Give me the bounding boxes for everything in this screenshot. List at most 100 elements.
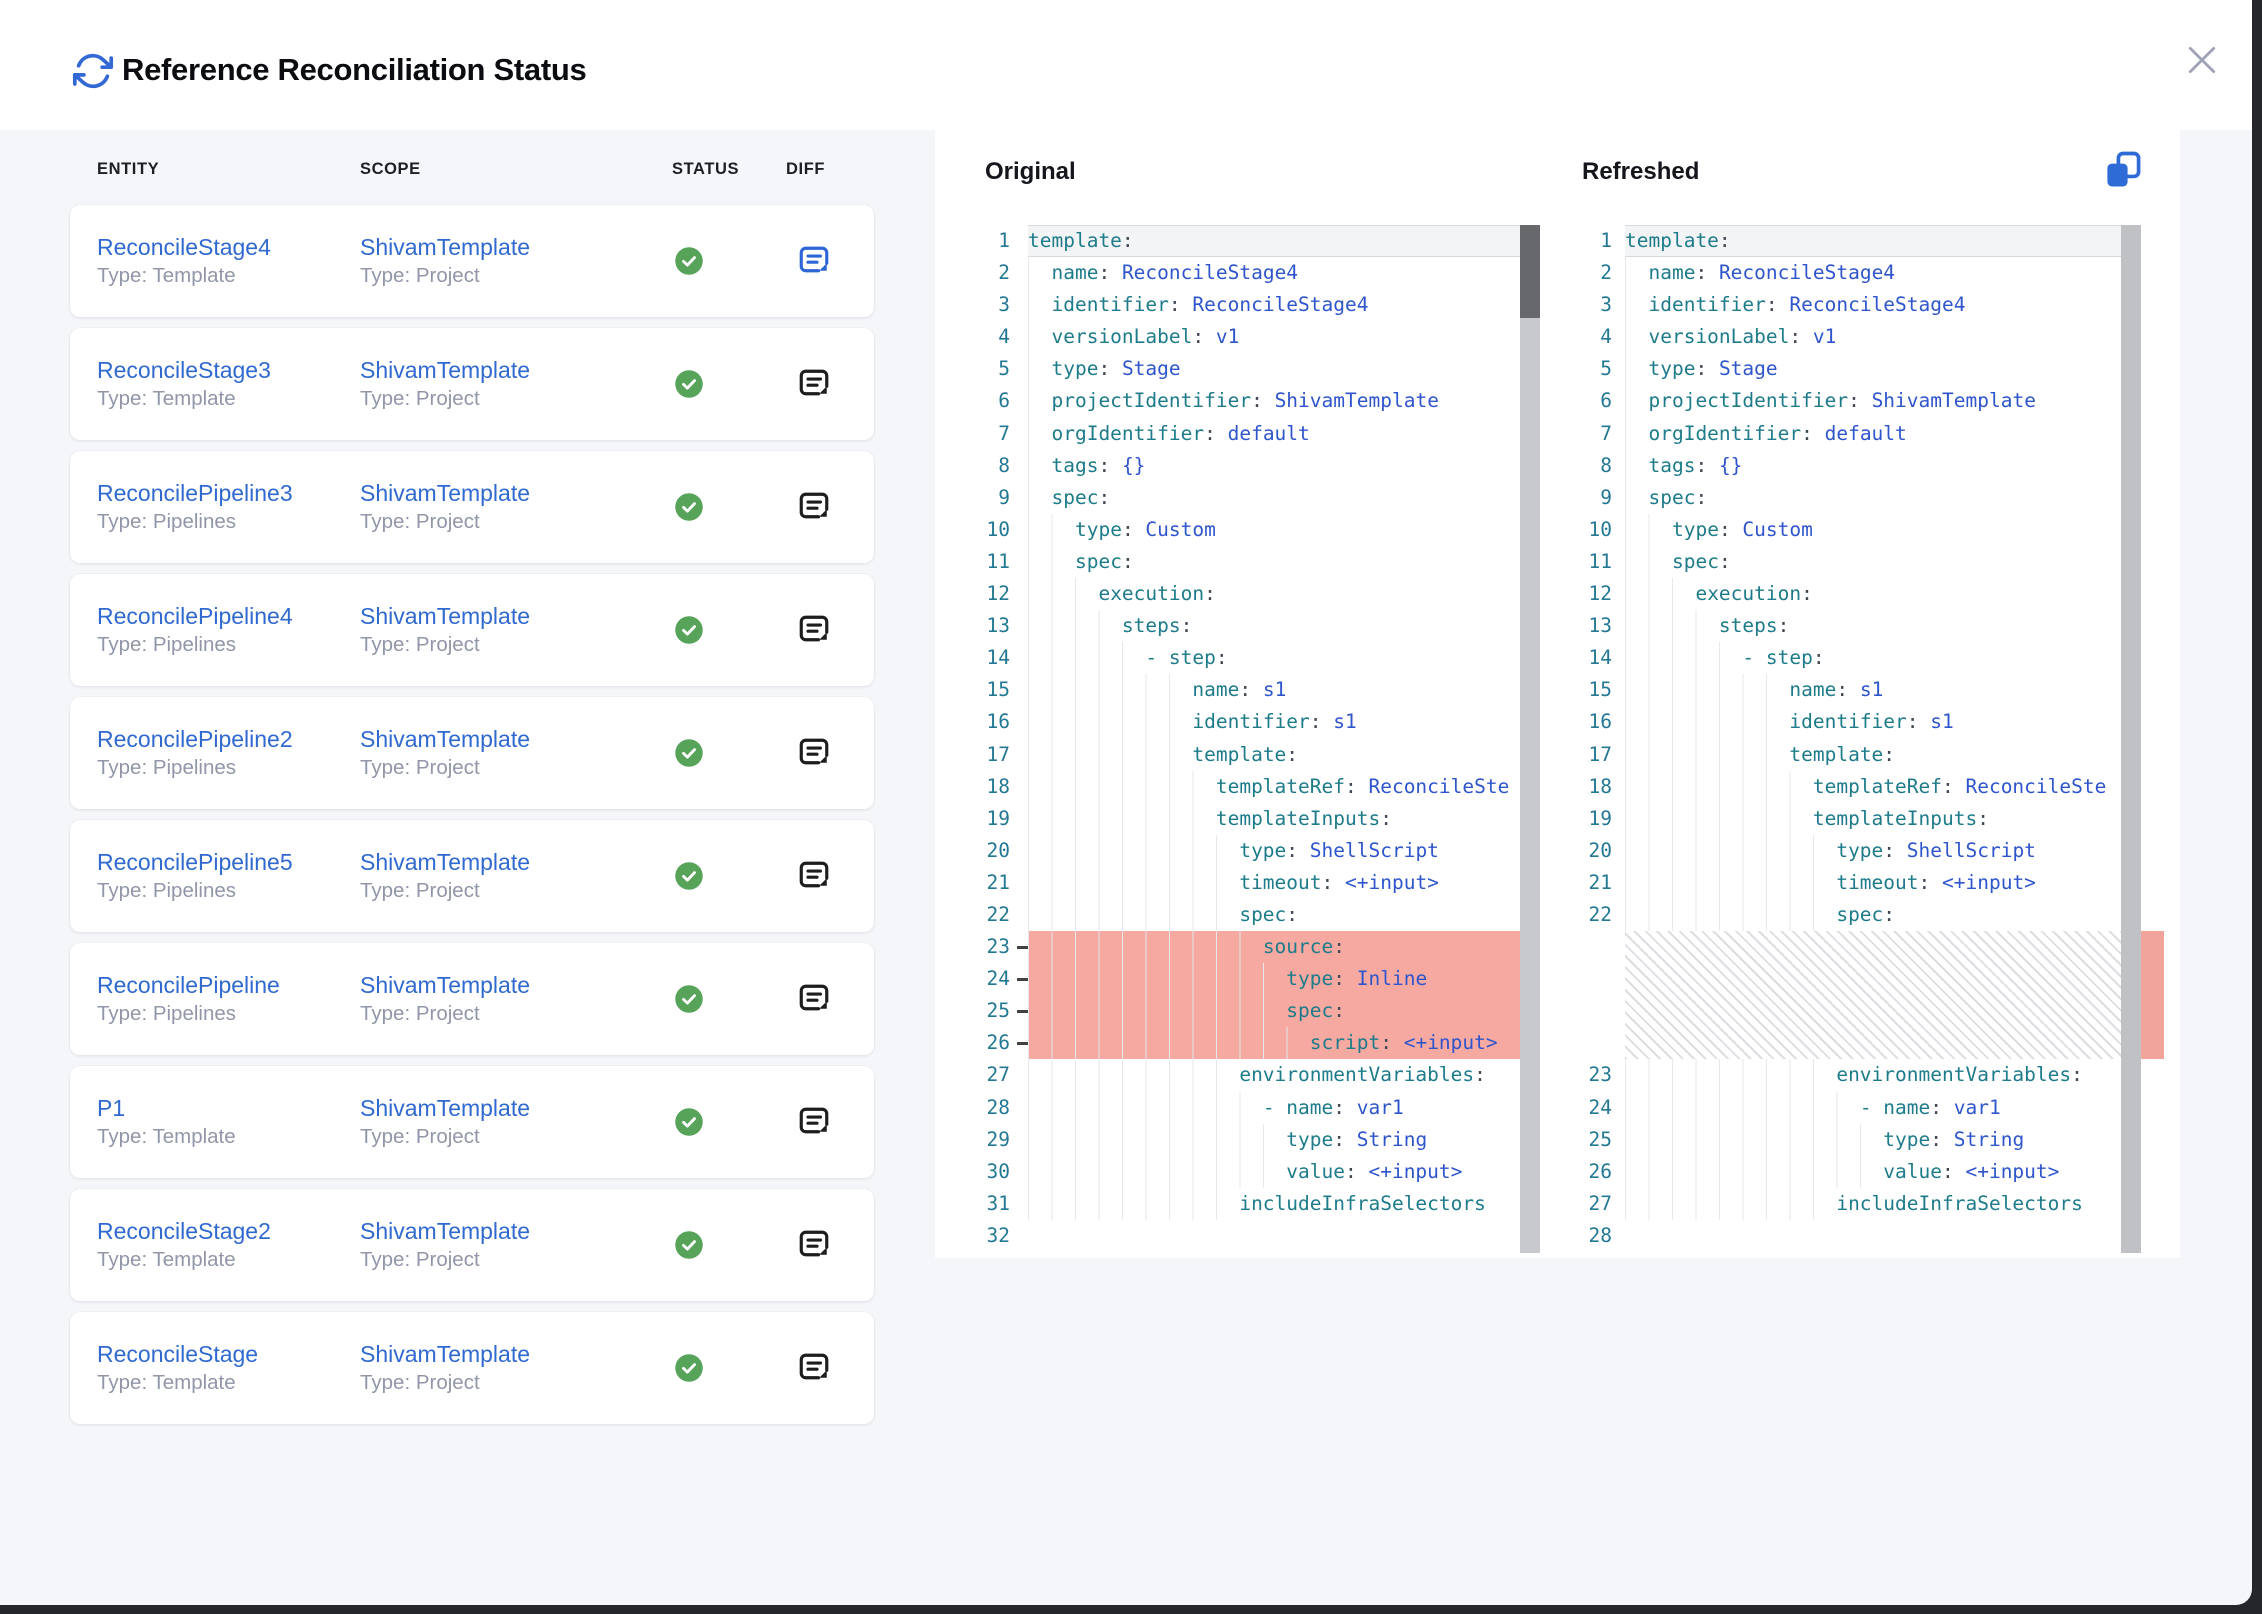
scope-type-label: Type: Project — [360, 755, 480, 779]
line-number: 29 — [986, 1127, 1010, 1151]
diff-note-icon[interactable] — [796, 1350, 832, 1386]
code-line: 11 spec: — [955, 545, 1520, 579]
code-line: 17 template: — [955, 738, 1520, 771]
line-number: 22 — [986, 902, 1010, 926]
entity-link[interactable]: ReconcileStage4 — [97, 233, 271, 260]
entity-link[interactable]: ReconcilePipeline — [97, 971, 280, 998]
entity-link[interactable]: ReconcileStage — [97, 1340, 259, 1367]
table-row: ReconcileStage2 Type: Template ShivamTempl… — [70, 1189, 874, 1301]
diff-note-icon[interactable] — [796, 1227, 832, 1263]
diff-note-icon[interactable] — [796, 981, 832, 1017]
line-number: 16 — [986, 710, 1010, 734]
line-number: 14 — [986, 646, 1010, 670]
scope-link[interactable]: ShivamTemplate — [360, 725, 531, 752]
code-line: 30 value: <+input> — [955, 1155, 1520, 1188]
code-line: 27 environmentVariables: — [955, 1059, 1520, 1092]
code-line: 1 template: — [955, 225, 1520, 258]
line-number: 25 — [955, 995, 1029, 1027]
code-line: 25 spec: — [955, 995, 1520, 1028]
code-line: 3 identifier: ReconcileStage4 — [1575, 289, 2121, 322]
scope-type-label: Type: Project — [360, 386, 480, 410]
diff-note-icon[interactable] — [796, 735, 832, 771]
scope-type-label: Type: Project — [360, 1001, 480, 1025]
scope-type-label: Type: Project — [360, 1247, 480, 1271]
line-number: 14 — [1588, 646, 1612, 670]
scope-link[interactable]: ShivamTemplate — [360, 356, 531, 383]
code-line: 29 type: String — [955, 1123, 1520, 1156]
entity-link[interactable]: ReconcileStage2 — [97, 1217, 271, 1244]
close-icon[interactable] — [2182, 40, 2222, 80]
line-number: 5 — [1600, 357, 1612, 381]
status-success-icon — [674, 984, 704, 1014]
line-number: 26 — [955, 1027, 1029, 1059]
scope-link[interactable]: ShivamTemplate — [360, 971, 531, 998]
entity-type-label: Type: Template — [97, 263, 236, 287]
line-number: 4 — [998, 325, 1010, 349]
scope-link[interactable]: ShivamTemplate — [360, 848, 531, 875]
diff-note-icon[interactable] — [796, 1104, 832, 1140]
table-row: ReconcileStage3 Type: Template ShivamTempl… — [70, 328, 874, 440]
table-row: ReconcilePipeline5 Type: Pipelines ShivamT… — [70, 820, 874, 932]
code-line: 6 projectIdentifier: ShivamTemplate — [1575, 385, 2121, 418]
line-number: 13 — [986, 614, 1010, 638]
scope-link[interactable]: ShivamTemplate — [360, 233, 531, 260]
line-number: 27 — [986, 1063, 1010, 1087]
deleted-lines-placeholder — [1625, 931, 2121, 1060]
code-line: 5 type: Stage — [955, 353, 1520, 386]
line-number: 12 — [986, 582, 1010, 606]
line-number: 10 — [1588, 517, 1612, 541]
original-code-editor[interactable]: 1 template: 2 name: ReconcileStage4 3 ident… — [955, 225, 1520, 1253]
entity-type-label: Type: Template — [97, 386, 236, 410]
status-success-icon — [674, 1353, 704, 1383]
line-number: 7 — [1600, 421, 1612, 445]
line-number: 31 — [986, 1191, 1010, 1215]
diff-note-icon[interactable] — [796, 612, 832, 648]
code-line: 3 identifier: ReconcileStage4 — [955, 289, 1520, 322]
status-success-icon — [674, 861, 704, 891]
status-success-icon — [674, 1107, 704, 1137]
entity-type-label: Type: Pipelines — [97, 632, 237, 656]
diff-note-icon[interactable] — [796, 243, 832, 279]
scope-type-label: Type: Project — [360, 263, 480, 287]
table-row: ReconcilePipeline4 Type: Pipelines ShivamT… — [70, 574, 874, 686]
scope-type-label: Type: Project — [360, 509, 480, 533]
line-number: 25 — [1588, 1127, 1612, 1151]
diff-overview-ruler-mark — [2141, 931, 2164, 1059]
line-number: 19 — [1588, 806, 1612, 830]
code-line: 32 — [955, 1220, 1520, 1252]
entity-link[interactable]: ReconcilePipeline3 — [97, 479, 293, 506]
code-line: 6 projectIdentifier: ShivamTemplate — [955, 385, 1520, 418]
line-number: 28 — [986, 1095, 1010, 1119]
scope-link[interactable]: ShivamTemplate — [360, 479, 531, 506]
refreshed-scrollbar[interactable] — [2121, 225, 2141, 1253]
refreshed-code-editor[interactable]: 1 template: 2 name: ReconcileStage4 3 ident… — [1575, 225, 2121, 1253]
entity-link[interactable]: P1 — [97, 1094, 126, 1121]
code-line: 17 template: — [1575, 738, 2121, 771]
original-pane-label: Original — [985, 158, 1076, 185]
entity-link[interactable]: ReconcilePipeline5 — [97, 848, 293, 875]
modal-body: ENTITY SCOPE STATUS DIFF ReconcileStage4… — [0, 130, 2252, 1605]
entity-link[interactable]: ReconcileStage3 — [97, 356, 271, 383]
column-header-diff: DIFF — [786, 160, 826, 178]
code-line: 19 templateInputs: — [1575, 802, 2121, 835]
scope-link[interactable]: ShivamTemplate — [360, 1340, 531, 1367]
entity-link[interactable]: ReconcilePipeline4 — [97, 602, 293, 629]
scope-link[interactable]: ShivamTemplate — [360, 602, 531, 629]
diff-note-icon[interactable] — [796, 489, 832, 525]
line-number: 19 — [986, 806, 1010, 830]
code-line: 31 includeInfraSelectors — [955, 1187, 1520, 1220]
code-line: 5 type: Stage — [1575, 353, 2121, 386]
line-number: 24 — [955, 963, 1029, 995]
entity-link[interactable]: ReconcilePipeline2 — [97, 725, 293, 752]
scope-link[interactable]: ShivamTemplate — [360, 1094, 531, 1121]
line-number: 20 — [1588, 838, 1612, 862]
line-number: 21 — [986, 870, 1010, 894]
diff-note-icon[interactable] — [796, 858, 832, 894]
line-number: 24 — [1588, 1095, 1612, 1119]
copy-icon[interactable] — [2101, 148, 2145, 192]
code-line: 8 tags: {} — [955, 449, 1520, 482]
scope-link[interactable]: ShivamTemplate — [360, 1217, 531, 1244]
refresh-icon — [72, 50, 114, 92]
diff-note-icon[interactable] — [796, 366, 832, 402]
original-scrollbar[interactable] — [1520, 225, 1540, 1253]
